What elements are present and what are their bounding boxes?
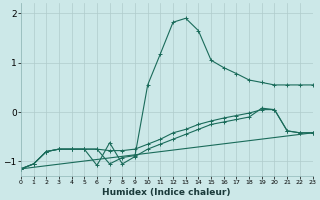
X-axis label: Humidex (Indice chaleur): Humidex (Indice chaleur) [102, 188, 231, 197]
